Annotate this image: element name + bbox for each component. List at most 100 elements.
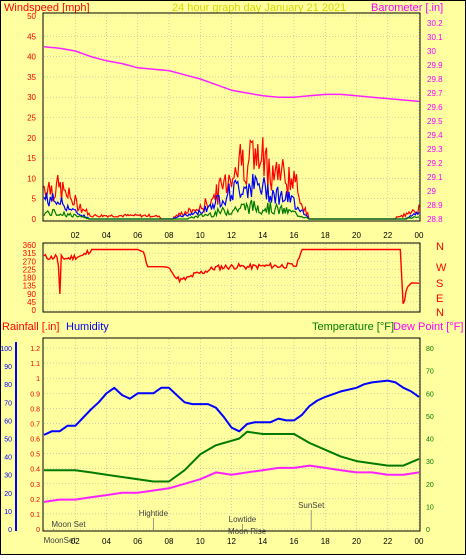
temperature-tick-label: 30 <box>426 459 434 466</box>
rainfall-tick-label: 1.1 <box>30 361 40 368</box>
rainfall-tick-label: 0.3 <box>30 482 40 489</box>
wind-tick-label: 15 <box>27 154 36 163</box>
wind-x-axis-labels: 02 04 06 08 10 12 14 16 18 20 22 00 <box>71 231 424 240</box>
temperature-tick-label: 80 <box>426 346 434 353</box>
wind-x-tick-label: 04 <box>102 231 111 240</box>
wind-tick-label: 20 <box>27 134 36 143</box>
temperature-line <box>44 430 420 483</box>
dewpoint-line <box>43 464 420 503</box>
wind-tick-label: 35 <box>27 73 36 82</box>
temperature-tick-label: 50 <box>426 414 434 421</box>
rainfall-tick-label: 0.4 <box>30 467 40 474</box>
annotation-label: Hightide <box>139 509 169 518</box>
temperature-axis-labels: 0 10 20 30 40 50 60 70 80 <box>426 346 434 534</box>
barometer-tick-label: 28.9 <box>427 201 443 210</box>
annotation-label: Lowtide <box>229 515 257 524</box>
direction-tick-label: 180 <box>23 274 37 283</box>
humidity-title: Humidity <box>66 321 109 333</box>
humidity-tick-label: 60 <box>4 418 12 425</box>
astro-annotations: Moon Set Hightide Lowtide SunSet Moon Rise Mo… <box>44 501 325 545</box>
rainfall-title: Rainfall [.in] <box>2 321 59 333</box>
compass-label: N <box>436 307 444 319</box>
dewpoint-title: Dew Point [°F] <box>393 321 463 333</box>
temperature-tick-label: 60 <box>426 391 434 398</box>
wind-x-tick-label: 16 <box>290 231 299 240</box>
rainfall-tick-label: 0.6 <box>30 437 40 444</box>
barometer-tick-label: 29.4 <box>427 131 443 140</box>
rainfall-tick-label: 0.5 <box>30 452 40 459</box>
rainfall-tick-label: 1 <box>36 376 40 383</box>
compass-label: N <box>436 241 444 253</box>
direction-tick-label: 135 <box>23 282 37 291</box>
bottom-x-axis-labels: 02 04 06 08 10 12 14 16 18 20 22 00 <box>71 537 424 546</box>
barometer-line <box>43 46 420 103</box>
bottom-series <box>43 379 420 503</box>
wind-low-line <box>43 199 420 220</box>
direction-tick-label: 360 <box>23 241 37 250</box>
barometer-tick-label: 29.6 <box>427 103 443 112</box>
humidity-tick-label: 0 <box>8 527 12 534</box>
bottom-x-tick-label: 22 <box>383 537 392 546</box>
barometer-tick-label: 29 <box>427 187 436 196</box>
humidity-tick-label: 90 <box>4 364 12 371</box>
wind-tick-label: 30 <box>27 93 36 102</box>
barometer-tick-label: 30 <box>427 47 436 56</box>
humidity-tick-label: 80 <box>4 382 12 389</box>
wind-x-tick-label: 18 <box>321 231 330 240</box>
direction-grid <box>44 244 420 311</box>
wind-direction-line <box>43 248 420 305</box>
compass-label: S <box>436 278 443 290</box>
bottom-x-tick-label: 16 <box>290 537 299 546</box>
annotation-label: MoonSet <box>44 536 77 545</box>
direction-tick-label: 0 <box>32 306 37 315</box>
humidity-tick-label: 70 <box>4 400 12 407</box>
humidity-tick-label: 40 <box>4 455 12 462</box>
wind-x-tick-label: 08 <box>165 231 174 240</box>
bottom-x-tick-label: 10 <box>196 537 205 546</box>
rainfall-tick-label: 0.9 <box>30 391 40 398</box>
humidity-tick-label: 20 <box>4 491 12 498</box>
temperature-tick-label: 10 <box>426 504 434 511</box>
wind-x-tick-label: 06 <box>133 231 142 240</box>
humidity-tick-label: 30 <box>4 473 12 480</box>
rainfall-tick-label: 0.8 <box>30 406 40 413</box>
wind-x-tick-label: 22 <box>383 231 392 240</box>
direction-tick-label: 225 <box>23 265 37 274</box>
wind-tick-label: 10 <box>27 174 36 183</box>
wind-x-tick-label: 12 <box>227 231 236 240</box>
rainfall-tick-label: 0.1 <box>30 512 40 519</box>
bottom-x-tick-label: 18 <box>321 537 330 546</box>
wind-x-tick-label: 10 <box>196 231 205 240</box>
direction-series <box>43 248 420 305</box>
barometer-tick-label: 29.9 <box>427 61 443 70</box>
barometer-series <box>43 46 420 103</box>
temperature-title: Temperature [°F] <box>312 321 394 333</box>
rainfall-tick-label: 0 <box>36 527 40 534</box>
barometer-tick-label: 29.5 <box>427 117 443 126</box>
wind-x-tick-label: 02 <box>71 231 80 240</box>
barometer-title: Barometer [.in] <box>371 2 443 14</box>
humidity-tick-label: 50 <box>4 437 12 444</box>
bottom-x-tick-label: 06 <box>133 537 142 546</box>
bottom-x-tick-label: 02 <box>71 537 80 546</box>
humidity-tick-label: 100 <box>0 346 12 353</box>
wind-tick-label: 45 <box>27 32 36 41</box>
barometer-tick-label: 30.1 <box>427 33 443 42</box>
bottom-grid <box>44 339 420 530</box>
bottom-x-tick-label: 20 <box>352 537 361 546</box>
rainfall-tick-label: 0.7 <box>30 421 40 428</box>
wind-x-tick-label: 00 <box>415 231 424 240</box>
wind-x-tick-label: 20 <box>352 231 361 240</box>
wind-tick-label: 5 <box>32 195 37 204</box>
humidity-axis-labels: 0 10 20 30 40 50 60 70 80 90 100 <box>0 346 12 534</box>
direction-tick-label: 45 <box>27 298 36 307</box>
humidity-line <box>43 379 420 436</box>
temperature-tick-label: 40 <box>426 437 434 444</box>
annotation-label: SunSet <box>298 501 325 510</box>
wind-baro-grid <box>44 14 420 220</box>
temperature-tick-label: 20 <box>426 482 434 489</box>
